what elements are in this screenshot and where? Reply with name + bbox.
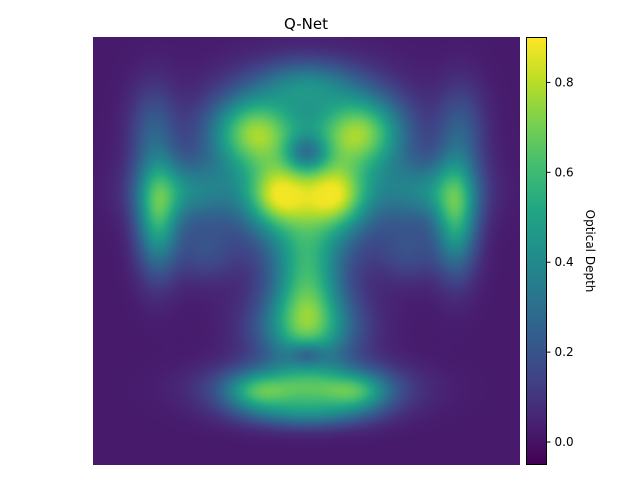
colorbar-tick-label: 0.6 [555,165,574,179]
colorbar-frame [526,37,547,465]
colorbar-gradient [526,37,547,465]
colorbar-tick-label: 0.4 [555,255,574,269]
colorbar: 0.0 0.2 0.4 0.6 0.8 Optical Depth [526,37,597,465]
colorbar-tick-label: 0.2 [555,345,574,359]
colorbar-label: Optical Depth [583,210,597,293]
heatmap-plot-area [93,37,520,465]
colorbar-tick-label: 0.0 [555,435,574,449]
colorbar-tick-label: 0.8 [555,75,574,89]
heatmap-image [93,37,520,465]
colorbar-ticks: 0.0 0.2 0.4 0.6 0.8 [546,75,574,449]
chart-title: Q-Net [284,15,328,33]
